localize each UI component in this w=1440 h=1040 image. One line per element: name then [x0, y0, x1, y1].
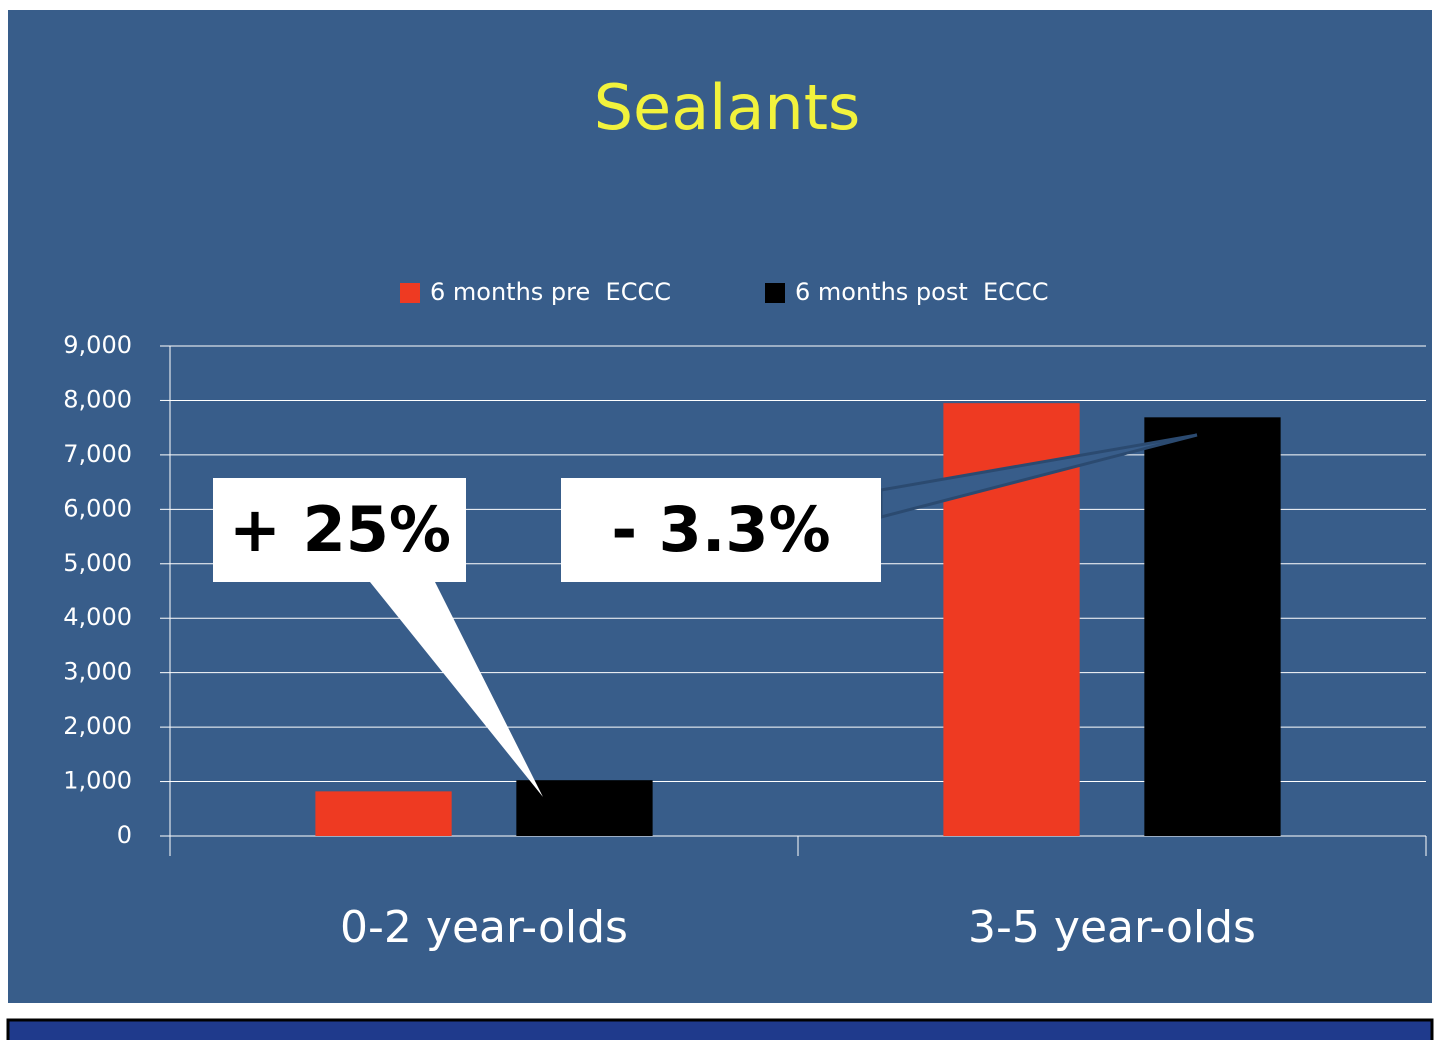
x-tick-label: 0-2 year-olds	[340, 902, 628, 953]
x-tick-label: 3-5 year-olds	[968, 902, 1256, 953]
y-tick-label: 2,000	[63, 712, 132, 740]
annotation-label: - 3.3%	[611, 493, 830, 566]
y-tick-label: 0	[117, 821, 132, 849]
bar	[315, 791, 452, 836]
footer-bar	[6, 1018, 1434, 1040]
legend-swatch	[400, 283, 420, 303]
y-tick-label: 6,000	[63, 494, 132, 522]
annotation-minus	[561, 433, 1198, 582]
bar	[1144, 417, 1281, 836]
annotation-label: + 25%	[229, 493, 451, 566]
y-tick-label: 5,000	[63, 549, 132, 577]
legend-swatch	[765, 283, 785, 303]
chart-title: Sealants	[594, 71, 861, 144]
callout-box	[213, 478, 543, 797]
callout-box	[561, 478, 881, 582]
y-tick-label: 9,000	[63, 331, 132, 359]
legend-label: 6 months post ECCC	[795, 278, 1048, 306]
legend-label: 6 months pre ECCC	[430, 278, 671, 306]
y-tick-label: 7,000	[63, 440, 132, 468]
y-tick-label: 1,000	[63, 767, 132, 795]
y-tick-label: 8,000	[63, 385, 132, 413]
annotation-plus	[213, 478, 543, 797]
y-tick-label: 3,000	[63, 658, 132, 686]
y-tick-label: 4,000	[63, 603, 132, 631]
